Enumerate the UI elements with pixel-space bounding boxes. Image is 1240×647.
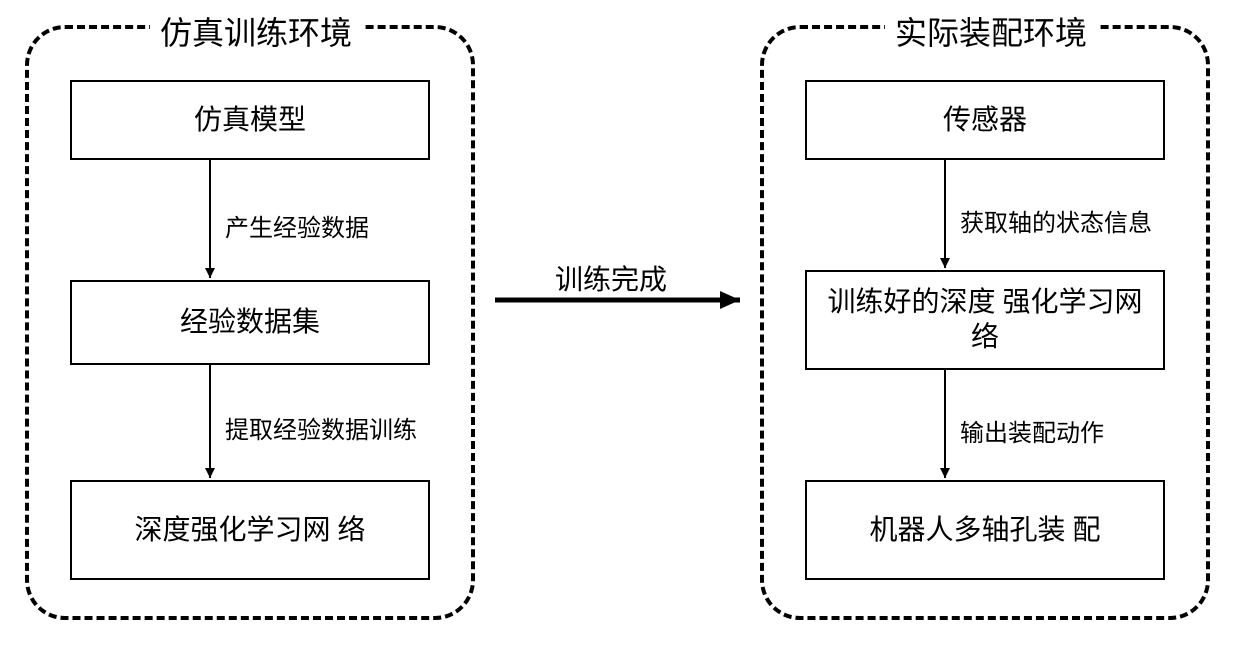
node-drl-net: 深度强化学习网 络 [70,480,430,580]
node-sim-model: 仿真模型 [70,80,430,160]
node-label: 机器人多轴孔装 配 [869,513,1100,548]
node-trained-drl: 训练好的深度 强化学习网络 [805,270,1165,370]
node-label: 仿真模型 [194,103,306,138]
node-label: 传感器 [943,103,1027,138]
node-robot-assembly: 机器人多轴孔装 配 [805,480,1165,580]
node-label: 深度强化学习网 络 [134,513,365,548]
edge-label-e3: 获取轴的状态信息 [960,203,1152,238]
panel-simulation-title: 仿真训练环境 [150,8,362,54]
edge-label-e1: 产生经验数据 [225,208,369,243]
edge-label-e4: 输出装配动作 [960,413,1104,448]
node-label: 训练好的深度 强化学习网络 [815,285,1155,355]
node-exp-dataset: 经验数据集 [70,280,430,365]
diagram-canvas: 仿真训练环境 实际装配环境 仿真模型 经验数据集 深度强化学习网 络 传感器 训… [0,0,1240,647]
node-label: 经验数据集 [180,305,320,340]
edge-label-e2: 提取经验数据训练 [225,410,417,445]
center-edge-label: 训练完成 [555,258,667,298]
panel-real-title: 实际装配环境 [885,8,1097,54]
node-sensor: 传感器 [805,80,1165,160]
